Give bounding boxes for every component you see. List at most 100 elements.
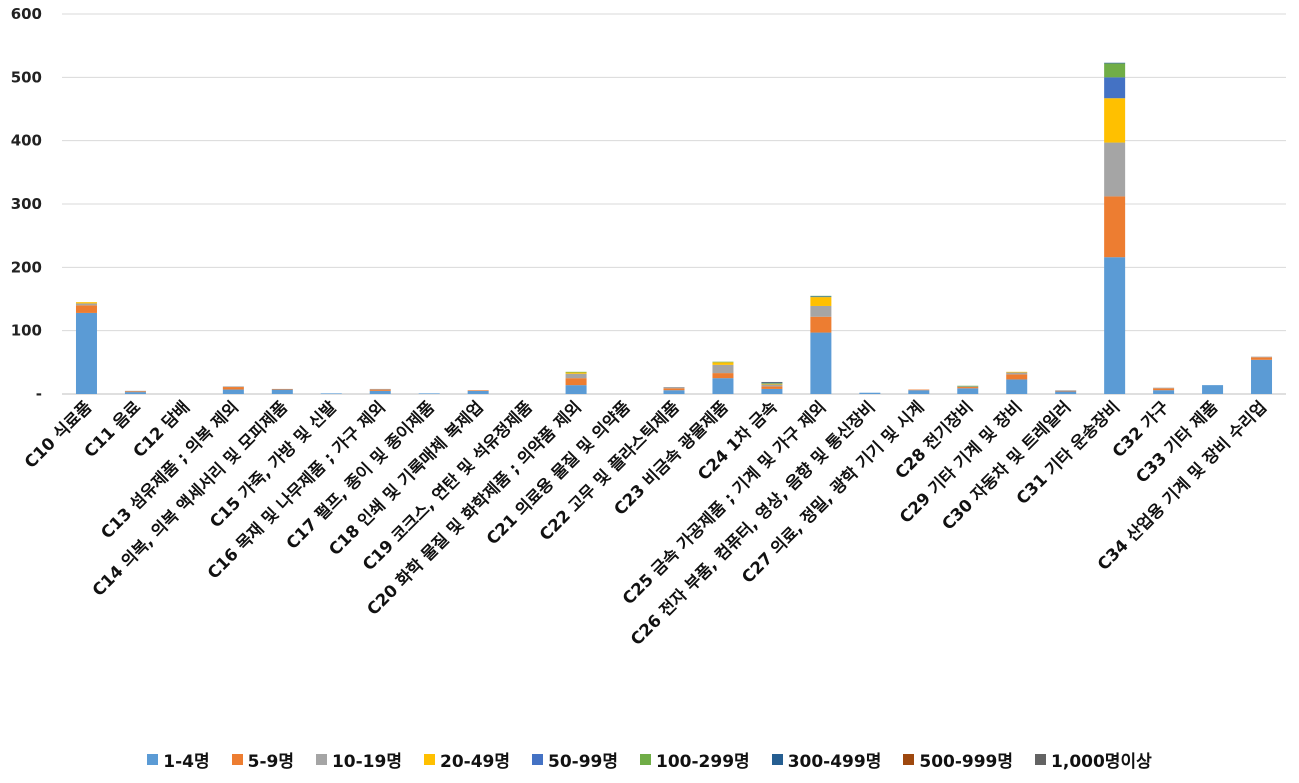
- bar-segment: [1153, 387, 1175, 389]
- bar-segment: [1104, 98, 1126, 143]
- bar-segment: [712, 361, 734, 363]
- bar-segment: [565, 385, 587, 394]
- bar-segment: [810, 297, 832, 306]
- bar-segment: [761, 381, 783, 383]
- legend-swatch: [147, 753, 159, 765]
- bar-segment: [75, 305, 97, 313]
- bar-segment: [761, 386, 783, 389]
- legend-item: 1-4명: [147, 747, 210, 772]
- legend-label: 1-4명: [163, 751, 210, 772]
- y-tick-label: -: [36, 385, 42, 403]
- bar-segment: [418, 393, 440, 394]
- bar-segment: [1055, 391, 1077, 394]
- bar-segment: [810, 295, 832, 297]
- y-tick-label: 600: [11, 5, 42, 23]
- legend-swatch: [423, 753, 435, 765]
- legend-item: 5-9명: [231, 747, 294, 772]
- legend-item: 10-19명: [315, 747, 402, 772]
- bar-segment: [810, 296, 832, 298]
- bar-segment: [75, 303, 97, 306]
- bar-segment: [1006, 374, 1028, 380]
- bar-segment: [957, 387, 979, 389]
- legend-label: 50-99명: [548, 751, 619, 772]
- bar-segment: [1251, 359, 1273, 394]
- bar-segment: [271, 389, 293, 394]
- legend-label: 300-499명: [787, 751, 882, 772]
- bar-segment: [1006, 379, 1028, 394]
- bar-segment: [761, 384, 783, 387]
- bar-segment: [712, 378, 734, 394]
- bar-segment: [859, 392, 881, 394]
- legend-swatch: [231, 753, 243, 765]
- bar-segment: [565, 372, 587, 374]
- bar-segment: [1006, 372, 1028, 375]
- legend-item: 1,000명이상: [1035, 747, 1152, 772]
- legend-label: 10-19명: [331, 751, 402, 772]
- gridlines: [62, 13, 1286, 395]
- bar-segment: [712, 373, 734, 379]
- legend-swatch: [1035, 753, 1047, 765]
- bar-segment: [908, 389, 930, 391]
- bar-segment: [761, 383, 783, 384]
- bar-segment: [957, 386, 979, 388]
- bar-segment: [369, 390, 391, 394]
- legend-item: 20-49명: [423, 747, 510, 772]
- bar-segment: [810, 332, 832, 394]
- bar-segment: [369, 389, 391, 391]
- bar-segment: [1104, 77, 1126, 99]
- bar-segment: [124, 392, 146, 394]
- legend-item: 500-999명: [903, 747, 1013, 772]
- legend-swatch: [771, 753, 783, 765]
- y-tick-label: 400: [11, 132, 42, 150]
- bar-segment: [1153, 388, 1175, 391]
- bar-segment: [124, 391, 146, 393]
- legend-item: 50-99명: [532, 747, 618, 772]
- bar-segment: [761, 388, 783, 394]
- bar-segment: [957, 385, 979, 387]
- bar-segment: [271, 388, 293, 390]
- bar-segment: [1153, 390, 1175, 394]
- bar-segment: [712, 364, 734, 374]
- bar-segment: [663, 390, 685, 394]
- y-tick-label: 300: [11, 195, 42, 213]
- bar-segment: [712, 362, 734, 365]
- bar-segment: [663, 388, 685, 391]
- bar-segment: [1251, 357, 1273, 360]
- bar-segment: [1055, 390, 1077, 392]
- bar-segment: [957, 388, 979, 394]
- legend-label: 5-9명: [247, 751, 294, 772]
- bar-segment: [1104, 142, 1126, 197]
- bar-segment: [565, 373, 587, 379]
- bar-segment: [1055, 390, 1077, 391]
- y-tick-label: 200: [11, 258, 42, 276]
- legend-item: 300-499명: [771, 747, 882, 772]
- bar-segment: [810, 305, 832, 317]
- legend: 1-4명 5-9명 10-19명 20-49명 50-99명 100-299명 300-49…: [0, 742, 1299, 776]
- legend-swatch: [903, 753, 915, 765]
- bar-segment: [222, 387, 244, 390]
- legend-swatch: [640, 753, 652, 765]
- bar-segment: [565, 371, 587, 373]
- bar-segment: [908, 390, 930, 394]
- legend-swatch: [315, 753, 327, 765]
- bar-segment: [1006, 371, 1028, 373]
- bar-segment: [565, 378, 587, 386]
- bar-segment: [1104, 62, 1126, 64]
- bar-segment: [222, 386, 244, 388]
- x-category-label: C10 식료품: [21, 397, 96, 472]
- legend-label: 1,000명이상: [1051, 751, 1152, 772]
- bar-segment: [810, 316, 832, 333]
- legend-swatch: [532, 753, 543, 765]
- y-tick-label: 100: [11, 322, 42, 340]
- bar-segment: [1104, 257, 1126, 394]
- bar-segment: [124, 390, 146, 392]
- bar-segment: [320, 393, 342, 394]
- bar-segment: [75, 312, 97, 394]
- bar-segment: [467, 390, 489, 391]
- legend-label: 500-999명: [919, 751, 1014, 772]
- bar-segment: [663, 387, 685, 389]
- legend-label: 100-299명: [656, 751, 750, 772]
- bar-segment: [1104, 63, 1126, 78]
